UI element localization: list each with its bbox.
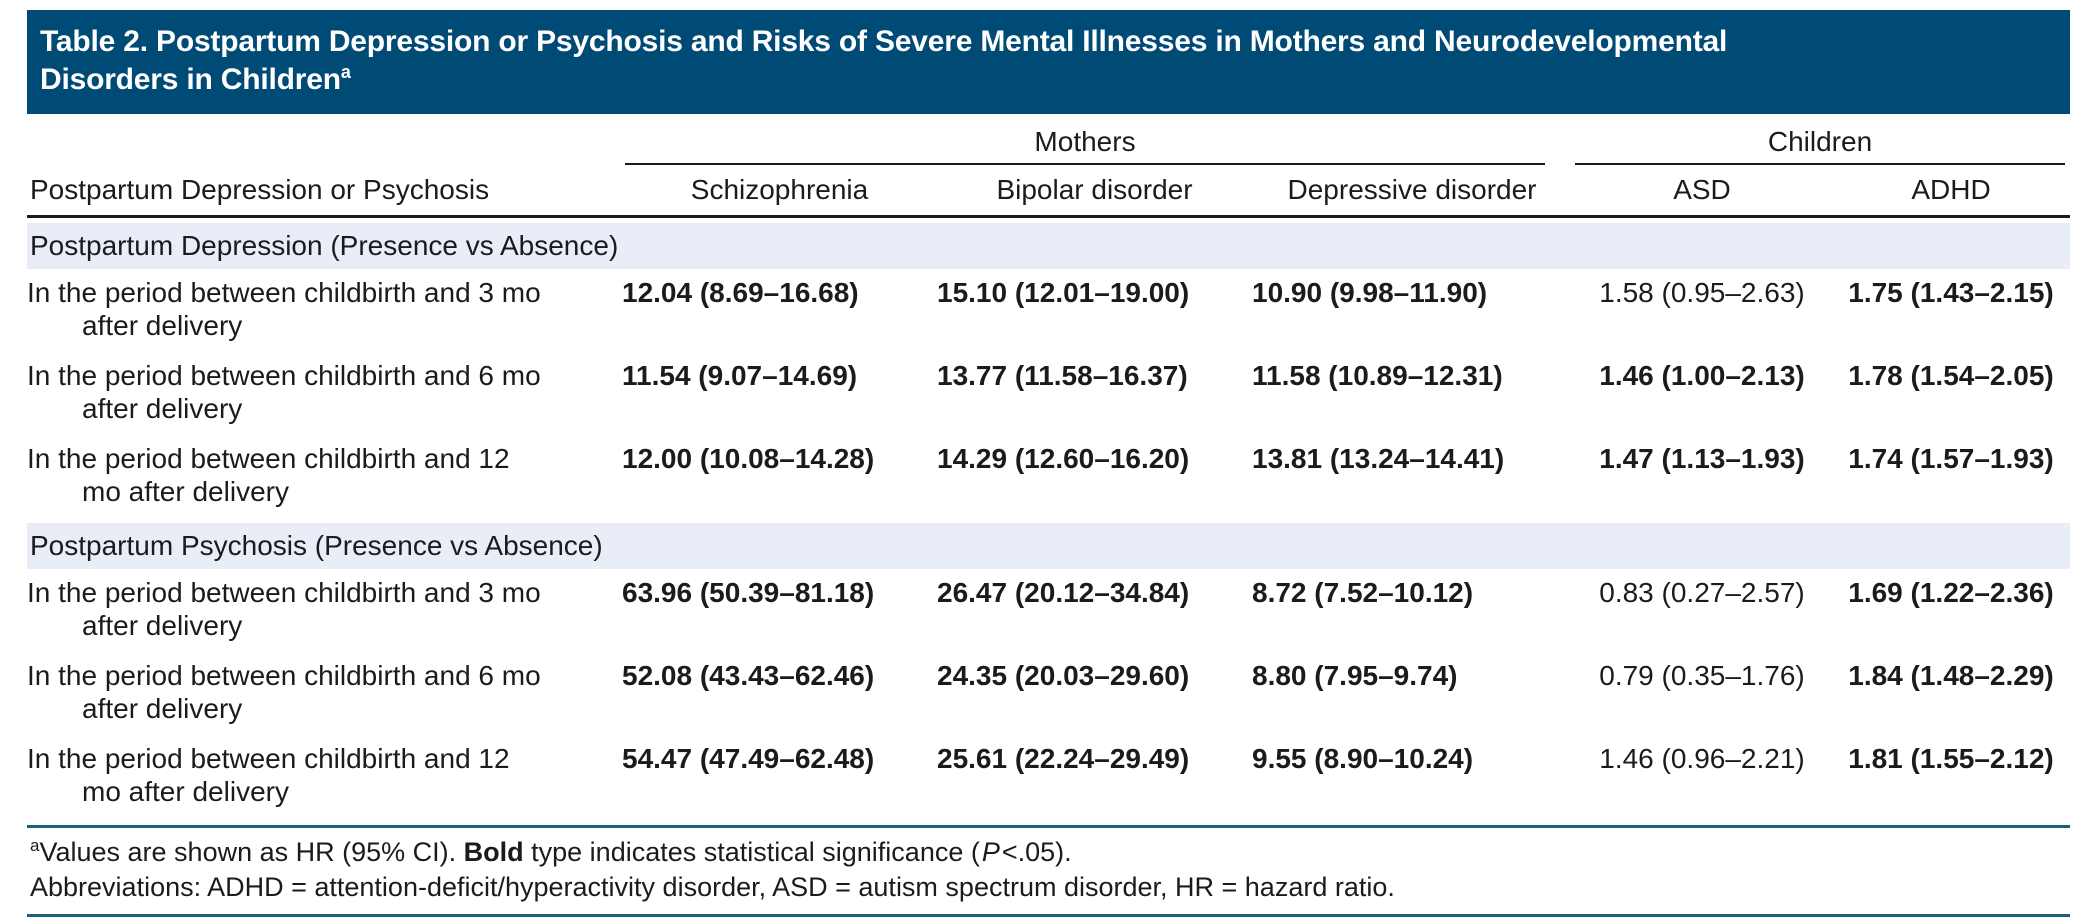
value-cell: 52.08 (43.43–62.46) [622, 660, 875, 691]
row-label-line2: after delivery [82, 310, 243, 341]
table-figure: Table 2. Postpartum Depression or Psycho… [27, 10, 2070, 917]
table-row: In the period between childbirth and 6 m… [27, 352, 2070, 435]
row-label-line2: mo after delivery [82, 476, 289, 507]
value-cell: 10.90 (9.98–11.90) [1252, 277, 1488, 308]
column-header-adhd: ADHD [1832, 165, 2070, 218]
value-cell: 54.47 (47.49–62.48) [622, 743, 875, 774]
table-title-line2: Disorders in Childrena [40, 61, 2046, 99]
row-label-line1: In the period between childbirth and 3 m… [27, 577, 541, 608]
value-cell: 1.58 (0.95–2.63) [1599, 277, 1805, 308]
footnote-marker-a: a [30, 836, 40, 855]
value-cell: 12.00 (10.08–14.28) [622, 443, 875, 474]
footnote-values-note: aValues are shown as HR (95% CI). Bold t… [30, 835, 2070, 870]
value-cell: 8.80 (7.95–9.74) [1252, 660, 1458, 691]
column-group-children: Children [1572, 114, 2070, 165]
value-cell: 15.10 (12.01–19.00) [937, 277, 1190, 308]
column-group-row: Mothers Children [27, 114, 2070, 165]
column-group-mothers-label: Mothers [625, 126, 1545, 165]
table-row: In the period between childbirth and 3 m… [27, 269, 2070, 352]
footnote-text: type indicates statistical significance … [523, 837, 980, 867]
row-label: In the period between childbirth and 3 m… [27, 269, 622, 352]
row-label: In the period between childbirth and 6 m… [27, 352, 622, 435]
column-header-bipolar-disorder: Bipolar disorder [937, 165, 1252, 218]
table-title-footnote-marker: a [340, 62, 351, 82]
footnote-text: Values are shown as HR (95% CI). [39, 837, 464, 867]
value-cell: 12.04 (8.69–16.68) [622, 277, 859, 308]
stub-spacer [27, 114, 622, 165]
stub-header: Postpartum Depression or Psychosis [27, 165, 622, 218]
row-label-line2: after delivery [82, 393, 243, 424]
row-label-line1: In the period between childbirth and 12 [27, 743, 510, 774]
footnote-text: <.05). [1001, 837, 1072, 867]
footnote-abbreviations: Abbreviations: ADHD = attention-deficit/… [30, 872, 1395, 902]
value-cell: 1.47 (1.13–1.93) [1599, 443, 1805, 474]
value-cell: 63.96 (50.39–81.18) [622, 577, 875, 608]
data-table: Mothers Children Postpartum Depression o… [27, 114, 2070, 818]
table-row: In the period between childbirth and 12 m… [27, 735, 2070, 818]
footnote-italic-p: P [981, 837, 1000, 867]
table-row: In the period between childbirth and 6 m… [27, 652, 2070, 735]
row-label: In the period between childbirth and 3 m… [27, 569, 622, 652]
value-cell: 13.81 (13.24–14.41) [1252, 443, 1505, 474]
value-cell: 8.72 (7.52–10.12) [1252, 577, 1474, 608]
column-group-children-label: Children [1575, 126, 2065, 165]
row-label-line1: In the period between childbirth and 6 m… [27, 660, 541, 691]
value-cell: 1.75 (1.43–2.15) [1848, 277, 2054, 308]
section-header-row-depression: Postpartum Depression (Presence vs Absen… [27, 218, 2070, 269]
row-label-line1: In the period between childbirth and 12 [27, 443, 510, 474]
value-cell: 1.81 (1.55–2.12) [1848, 743, 2054, 774]
value-cell: 11.58 (10.89–12.31) [1252, 360, 1503, 391]
row-label-line1: In the period between childbirth and 6 m… [27, 360, 541, 391]
table-title-bar: Table 2. Postpartum Depression or Psycho… [27, 10, 2070, 114]
row-label-line2: after delivery [82, 610, 243, 641]
value-cell: 0.79 (0.35–1.76) [1599, 660, 1805, 691]
column-header-schizophrenia: Schizophrenia [622, 165, 937, 218]
section-header-label: Postpartum Psychosis (Presence vs Absenc… [27, 518, 2070, 569]
column-group-mothers: Mothers [622, 114, 1572, 165]
column-header-asd: ASD [1572, 165, 1832, 218]
row-label: In the period between childbirth and 12 m… [27, 735, 622, 818]
value-cell: 1.74 (1.57–1.93) [1848, 443, 2054, 474]
row-label: In the period between childbirth and 12 m… [27, 435, 622, 518]
value-cell: 13.77 (11.58–16.37) [937, 360, 1188, 391]
value-cell: 1.46 (1.00–2.13) [1599, 360, 1805, 391]
value-cell: 11.54 (9.07–14.69) [622, 360, 858, 391]
row-label-line1: In the period between childbirth and 3 m… [27, 277, 541, 308]
column-header-depressive-disorder: Depressive disorder [1252, 165, 1572, 218]
value-cell: 25.61 (22.24–29.49) [937, 743, 1190, 774]
value-cell: 1.84 (1.48–2.29) [1848, 660, 2054, 691]
value-cell: 9.55 (8.90–10.24) [1252, 743, 1474, 774]
table-row: In the period between childbirth and 3 m… [27, 569, 2070, 652]
value-cell: 14.29 (12.60–16.20) [937, 443, 1190, 474]
section-header-row-psychosis: Postpartum Psychosis (Presence vs Absenc… [27, 518, 2070, 569]
row-label: In the period between childbirth and 6 m… [27, 652, 622, 735]
table-title-line1: Table 2. Postpartum Depression or Psycho… [40, 25, 1728, 58]
value-cell: 1.78 (1.54–2.05) [1848, 360, 2054, 391]
table-row: In the period between childbirth and 12 m… [27, 435, 2070, 518]
table-title-line2-text: Disorders in Children [40, 63, 341, 96]
value-cell: 1.69 (1.22–2.36) [1848, 577, 2054, 608]
value-cell: 0.83 (0.27–2.57) [1599, 577, 1805, 608]
value-cell: 1.46 (0.96–2.21) [1599, 743, 1805, 774]
section-header-label: Postpartum Depression (Presence vs Absen… [27, 218, 2070, 269]
column-header-row: Postpartum Depression or Psychosis Schiz… [27, 165, 2070, 218]
value-cell: 24.35 (20.03–29.60) [937, 660, 1190, 691]
row-label-line2: mo after delivery [82, 776, 289, 807]
row-label-line2: after delivery [82, 693, 243, 724]
table-footnotes: aValues are shown as HR (95% CI). Bold t… [27, 825, 2070, 917]
footnote-bold-word: Bold [463, 837, 524, 867]
value-cell: 26.47 (20.12–34.84) [937, 577, 1190, 608]
